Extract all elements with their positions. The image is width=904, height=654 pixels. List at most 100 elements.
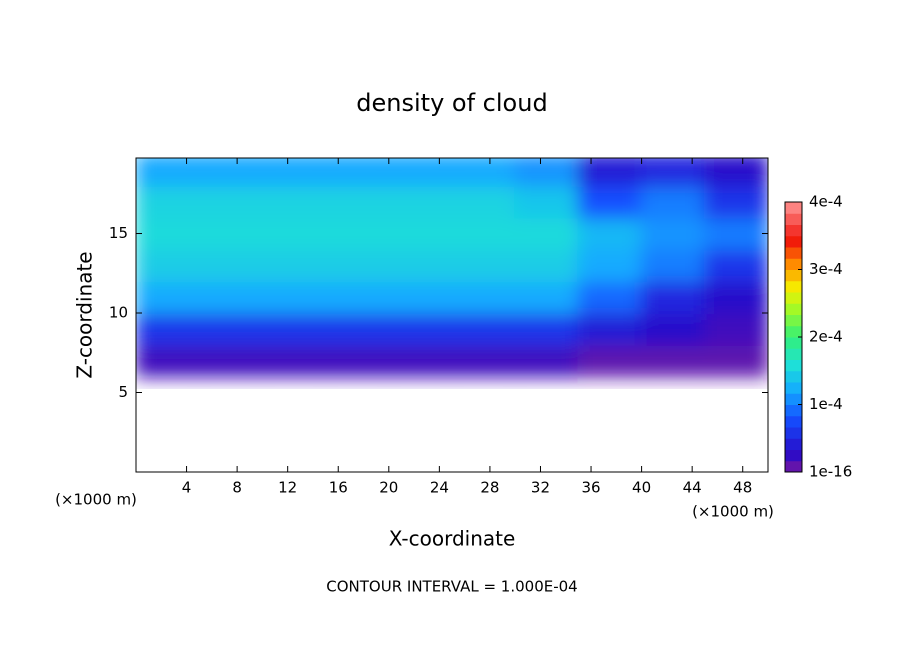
field-cell bbox=[387, 158, 453, 187]
colorbar-band bbox=[785, 325, 802, 338]
x-tick-label: 40 bbox=[632, 479, 651, 497]
colorbar-band bbox=[785, 213, 802, 225]
field-cell bbox=[324, 158, 390, 187]
field-cell bbox=[703, 343, 768, 378]
field bbox=[136, 158, 768, 378]
colorbar-tick-label: 4e-4 bbox=[809, 193, 843, 211]
colorbar-band bbox=[785, 438, 802, 450]
y-axis-label: Z-coordinate bbox=[73, 251, 97, 378]
field-cell bbox=[640, 248, 706, 283]
field-cell bbox=[261, 312, 327, 346]
field-cell bbox=[136, 343, 201, 378]
colorbar-band bbox=[785, 235, 802, 248]
field-cell bbox=[514, 248, 580, 283]
field-cell bbox=[136, 158, 201, 187]
x-tick-label: 16 bbox=[329, 479, 348, 497]
x-axis-label: X-coordinate bbox=[389, 527, 516, 551]
field-cell bbox=[703, 158, 768, 187]
y-tick-label: 5 bbox=[118, 383, 128, 401]
field-cell bbox=[577, 280, 643, 315]
colorbar-band bbox=[785, 449, 802, 462]
field-cell bbox=[136, 184, 201, 219]
field-cell bbox=[261, 343, 327, 378]
field-cells bbox=[136, 158, 768, 378]
colorbar-band bbox=[785, 202, 802, 214]
colorbar-band bbox=[785, 393, 802, 405]
field-cell bbox=[514, 312, 580, 346]
field-cell bbox=[387, 280, 453, 315]
colorbar-band bbox=[785, 359, 802, 372]
x-tick-label: 48 bbox=[733, 479, 752, 497]
field-cell bbox=[703, 216, 768, 251]
field-cell bbox=[451, 312, 517, 346]
colorbar-band bbox=[785, 337, 802, 349]
field-cell bbox=[387, 312, 453, 346]
field-cell bbox=[324, 312, 390, 346]
field-cell bbox=[198, 248, 264, 283]
field-cell bbox=[324, 280, 390, 315]
field-cell bbox=[324, 248, 390, 283]
colorbar-band bbox=[785, 269, 802, 282]
y-tick-label: 15 bbox=[109, 224, 128, 242]
colorbar-band bbox=[785, 258, 802, 270]
field-cell bbox=[198, 343, 264, 378]
chart-title: density of cloud bbox=[356, 89, 547, 117]
field-cell bbox=[261, 158, 327, 187]
field-cell bbox=[451, 248, 517, 283]
colorbar-band bbox=[785, 314, 802, 327]
field-cell bbox=[198, 184, 264, 219]
field-cell bbox=[136, 216, 201, 251]
field-cell bbox=[577, 216, 643, 251]
colorbar-tick-label: 2e-4 bbox=[809, 328, 843, 346]
field-cell bbox=[577, 312, 643, 346]
field-cell bbox=[198, 216, 264, 251]
field-cell bbox=[451, 343, 517, 378]
field-cell bbox=[703, 280, 768, 315]
footnote: CONTOUR INTERVAL = 1.000E-04 bbox=[326, 578, 577, 596]
field-cell bbox=[577, 158, 643, 187]
y-tick-label: 10 bbox=[109, 304, 128, 322]
field-cell bbox=[577, 248, 643, 283]
colorbar-band bbox=[785, 415, 802, 428]
field-cell bbox=[640, 343, 706, 378]
colorbar-band bbox=[785, 404, 802, 417]
x-tick-label: 4 bbox=[182, 479, 192, 497]
field-cell bbox=[324, 184, 390, 219]
field-cell bbox=[387, 216, 453, 251]
field-cell bbox=[703, 248, 768, 283]
field-cell bbox=[136, 248, 201, 283]
x-tick-label: 28 bbox=[480, 479, 499, 497]
field-cell bbox=[261, 184, 327, 219]
x-tick-label: 44 bbox=[683, 479, 702, 497]
field-cell bbox=[261, 216, 327, 251]
field-cell bbox=[451, 184, 517, 219]
field-cell bbox=[640, 312, 706, 346]
field-cell bbox=[451, 216, 517, 251]
field-cell bbox=[198, 280, 264, 315]
colorbar-tick-label: 1e-16 bbox=[809, 463, 852, 481]
colorbar-band bbox=[785, 247, 802, 259]
field-cell bbox=[577, 343, 643, 378]
colorbar-tick-label: 1e-4 bbox=[809, 395, 843, 413]
x-tick-label: 12 bbox=[278, 479, 297, 497]
field-cell bbox=[451, 280, 517, 315]
field-cell bbox=[261, 248, 327, 283]
field-cell bbox=[261, 280, 327, 315]
field-cell bbox=[324, 216, 390, 251]
colorbar-tick-label: 3e-4 bbox=[809, 260, 843, 278]
field-cell bbox=[703, 312, 768, 346]
colorbar-band bbox=[785, 382, 802, 394]
field-cell bbox=[198, 158, 264, 187]
colorbar-band bbox=[785, 280, 802, 293]
field-cell bbox=[387, 343, 453, 378]
field-cell bbox=[640, 158, 706, 187]
field-cell bbox=[640, 184, 706, 219]
x-tick-label: 24 bbox=[430, 479, 449, 497]
y-unit: (×1000 m) bbox=[55, 491, 137, 509]
colorbar-band bbox=[785, 303, 802, 315]
field-cell bbox=[514, 216, 580, 251]
field-cell bbox=[451, 158, 517, 187]
colorbar-band bbox=[785, 370, 802, 383]
colorbar: 1e-16 1e-4 2e-4 3e-4 4e-4 bbox=[784, 193, 852, 481]
